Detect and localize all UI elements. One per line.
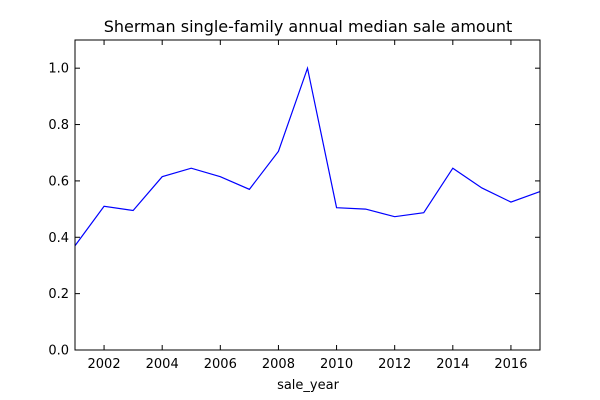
- x-tick-label: 2006: [204, 357, 237, 372]
- series-line-0: [74, 65, 541, 247]
- y-tick-label: 0.0: [48, 344, 69, 359]
- y-tick-label: 0.8: [48, 118, 69, 133]
- x-axis-label: sale_year: [277, 378, 340, 393]
- x-tick-label: 2008: [262, 357, 295, 372]
- y-tick-label: 0.2: [48, 287, 69, 302]
- x-tick-label: 2012: [378, 357, 411, 372]
- x-tick-label: 2016: [494, 357, 527, 372]
- y-tick-label: 0.6: [48, 174, 69, 189]
- y-tick-label: 0.4: [48, 231, 69, 246]
- x-tick-label: 2014: [436, 357, 469, 372]
- x-tick-label: 2004: [146, 357, 179, 372]
- plot-frame: [74, 39, 541, 351]
- y-tick-label: 1.0: [48, 62, 69, 77]
- chart-title: Sherman single-family annual median sale…: [104, 17, 513, 36]
- plot-area: 2002 2004 2006 2008 2010 2012 2014 2016 0.0 0.2 0.…: [48, 40, 541, 372]
- x-tick-label: 2010: [320, 357, 353, 372]
- x-tick-label: 2002: [88, 357, 121, 372]
